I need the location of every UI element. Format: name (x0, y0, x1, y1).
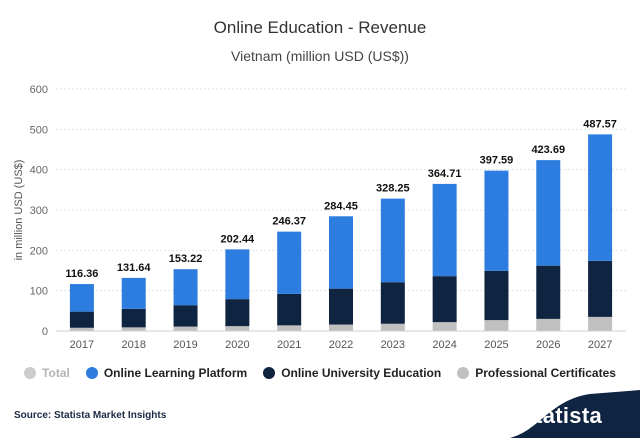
legend-marker-professional-certificates (457, 367, 470, 379)
legend-label-online-learning-platform: Online Learning Platform (103, 366, 248, 380)
y-tick-label-400: 400 (30, 165, 48, 177)
bar-online-learning-platform-2022 (329, 216, 353, 289)
x-tick-label-2026: 2026 (536, 339, 560, 351)
bar-online-learning-platform-2026 (536, 160, 561, 266)
logo-background-shape (510, 390, 640, 438)
bar-online-learning-platform-2019 (173, 269, 198, 306)
bar-online-learning-platform-2017 (69, 284, 94, 312)
x-tick-label-2020: 2020 (225, 339, 249, 351)
legend-marker-online-university-education (263, 367, 276, 379)
total-label-2021: 246.37 (272, 216, 306, 228)
bar-online-university-education-2023 (380, 282, 405, 324)
chart-subtitle: Vietnam (million USD (US$)) (231, 48, 409, 64)
x-tick-label-2025: 2025 (484, 339, 508, 351)
legend-marker-online-learning-platform (85, 367, 98, 379)
y-tick-label-0: 0 (42, 326, 48, 338)
bar-online-learning-platform-2024 (432, 183, 457, 277)
bar-online-university-education-2025 (484, 270, 509, 321)
legend-item-online-university-education[interactable]: Online University Education (263, 366, 441, 380)
bar-professional-certificates-2025 (484, 320, 509, 331)
x-tick-label-2018: 2018 (121, 339, 145, 351)
x-tick-label-2027: 2027 (588, 339, 612, 351)
legend-label-online-university-education: Online University Education (281, 366, 442, 380)
total-label-2022: 284.45 (324, 200, 358, 212)
statista-logo[interactable]: statista (470, 390, 640, 438)
x-tick-label-2017: 2017 (70, 339, 94, 351)
x-tick-label-2023: 2023 (381, 339, 405, 351)
total-label-2025: 397.59 (480, 155, 514, 167)
bar-online-university-education-2026 (536, 265, 561, 319)
chart-legend: Total Online Learning Platform Online Un… (0, 364, 640, 382)
legend-label-total: Total (42, 366, 70, 380)
bar-online-learning-platform-2018 (121, 277, 146, 309)
y-tick-label-100: 100 (30, 286, 48, 298)
legend-item-online-learning-platform[interactable]: Online Learning Platform (85, 366, 248, 380)
bar-online-university-education-2024 (432, 276, 457, 323)
total-label-2020: 202.44 (221, 233, 256, 245)
bar-professional-certificates-2017 (69, 327, 94, 331)
legend-marker-total (24, 367, 37, 379)
x-tick-label-2021: 2021 (277, 339, 301, 351)
x-tick-label-2024: 2024 (432, 339, 456, 351)
total-label-2024: 364.71 (428, 168, 462, 180)
legend-item-professional-certificates[interactable]: Professional Certificates (457, 366, 616, 380)
bar-online-university-education-2027 (588, 260, 613, 317)
y-tick-label-200: 200 (30, 245, 48, 257)
bar-online-university-education-2017 (69, 311, 94, 328)
bar-online-university-education-2021 (277, 293, 302, 326)
logo-wave-icon (470, 392, 491, 404)
total-label-2019: 153.22 (169, 253, 203, 265)
total-label-2027: 487.57 (583, 118, 617, 130)
bar-online-learning-platform-2025 (484, 170, 509, 271)
y-tick-label-500: 500 (30, 124, 48, 136)
bar-online-learning-platform-2027 (588, 134, 613, 261)
total-label-2026: 423.69 (531, 144, 565, 156)
bar-professional-certificates-2026 (536, 318, 561, 331)
chart-title: Online Education - Revenue (213, 18, 427, 37)
total-label-2018: 131.64 (117, 262, 152, 274)
x-tick-label-2022: 2022 (329, 339, 353, 351)
bar-online-learning-platform-2021 (277, 231, 302, 294)
logo-wordmark: statista (522, 403, 602, 428)
legend-item-total[interactable]: Total (24, 366, 70, 380)
bar-professional-certificates-2021 (277, 325, 302, 331)
total-label-2023: 328.25 (376, 183, 410, 195)
source-note: Source: Statista Market Insights (14, 410, 167, 421)
total-label-2017: 116.36 (65, 268, 98, 280)
bar-online-university-education-2020 (225, 299, 250, 327)
bar-professional-certificates-2023 (380, 323, 405, 331)
bar-professional-certificates-2024 (432, 322, 457, 331)
bar-professional-certificates-2018 (121, 327, 146, 331)
bar-online-learning-platform-2023 (380, 198, 405, 283)
y-axis-title: in million USD (US$) (13, 160, 25, 261)
bar-professional-certificates-2020 (225, 326, 250, 331)
bar-online-learning-platform-2020 (225, 249, 250, 300)
bar-professional-certificates-2027 (588, 316, 613, 331)
bar-online-university-education-2018 (121, 308, 146, 328)
legend-label-professional-certificates: Professional Certificates (475, 366, 616, 380)
bar-professional-certificates-2022 (329, 324, 353, 331)
y-tick-label-300: 300 (30, 205, 48, 217)
x-tick-label-2019: 2019 (173, 339, 197, 351)
bar-online-university-education-2022 (329, 288, 353, 325)
y-tick-label-600: 600 (30, 84, 48, 96)
bar-online-university-education-2019 (173, 305, 198, 327)
bar-professional-certificates-2019 (173, 326, 198, 331)
